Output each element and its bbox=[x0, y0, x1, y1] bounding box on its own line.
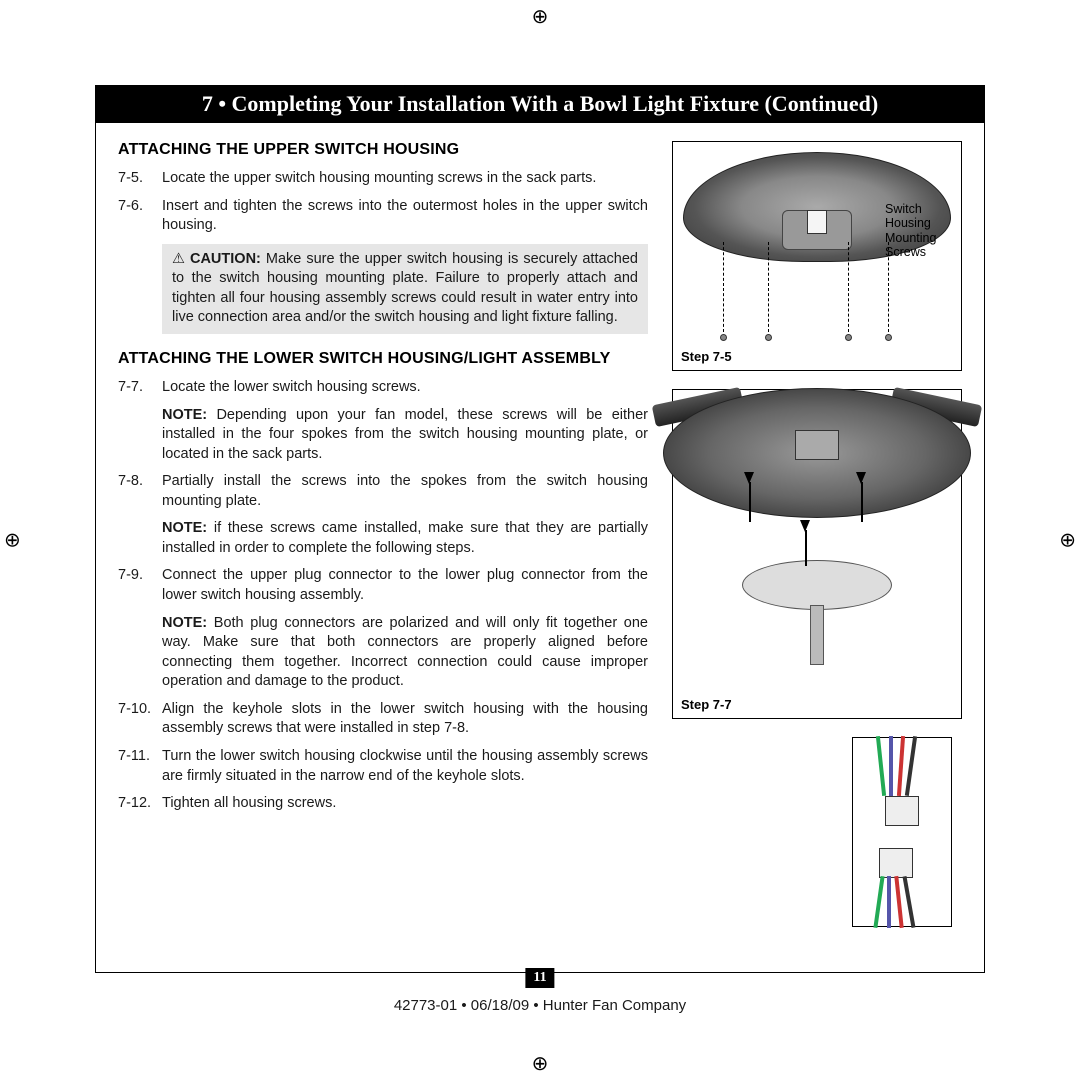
footer-text: 42773-01 • 06/18/09 • Hunter Fan Company bbox=[95, 997, 985, 1014]
note-label: NOTE: bbox=[162, 407, 207, 423]
page-title: 7 • Completing Your Installation With a … bbox=[202, 91, 878, 116]
step-text: Locate the upper switch housing mounting… bbox=[162, 169, 648, 189]
figures-column: Switch Housing Mounting Screws Step 7-5 … bbox=[672, 141, 962, 927]
plug-lower-illustration bbox=[879, 848, 913, 878]
page-title-bar: 7 • Completing Your Installation With a … bbox=[95, 85, 985, 123]
note-text: Depending upon your fan model, these scr… bbox=[162, 407, 648, 462]
step-number: 7-9. bbox=[118, 566, 162, 605]
section-heading-upper: ATTACHING THE UPPER SWITCH HOUSING bbox=[118, 141, 648, 159]
note-7-7: NOTE: Depending upon your fan model, the… bbox=[162, 406, 648, 465]
arrow-icon bbox=[744, 472, 754, 484]
wire-icon bbox=[876, 736, 886, 796]
step-text: Insert and tighten the screws into the o… bbox=[162, 197, 648, 236]
figure-label: Step 7-7 bbox=[681, 697, 732, 712]
fan-hub-illustration bbox=[795, 430, 839, 460]
note-7-8: NOTE: if these screws came installed, ma… bbox=[162, 519, 648, 558]
instructions-column: ATTACHING THE UPPER SWITCH HOUSING 7-5. … bbox=[118, 141, 648, 927]
figure-label: Step 7-5 bbox=[681, 349, 732, 364]
figure-annotation-housing-screws: Housing Screws bbox=[879, 514, 943, 543]
figure-connector-detail bbox=[852, 737, 952, 927]
step-text: Turn the lower switch housing clockwise … bbox=[162, 747, 648, 786]
note-label: NOTE: bbox=[162, 520, 207, 536]
screw-icon bbox=[885, 334, 892, 341]
step-number: 7-11. bbox=[118, 747, 162, 786]
note-7-9: NOTE: Both plug connectors are polarized… bbox=[162, 614, 648, 692]
step-number: 7-8. bbox=[118, 472, 162, 511]
step-7-5: 7-5. Locate the upper switch housing mou… bbox=[118, 169, 648, 189]
step-number: 7-7. bbox=[118, 378, 162, 398]
plug-upper-illustration bbox=[885, 796, 919, 826]
connector-illustration bbox=[807, 210, 827, 234]
step-7-8: 7-8. Partially install the screws into t… bbox=[118, 472, 648, 511]
screw-icon bbox=[720, 334, 727, 341]
step-text: Connect the upper plug connector to the … bbox=[162, 566, 648, 605]
wire-icon bbox=[905, 736, 917, 796]
note-text: if these screws came installed, make sur… bbox=[162, 520, 648, 556]
step-text: Partially install the screws into the sp… bbox=[162, 472, 648, 511]
arrow-icon bbox=[856, 472, 866, 484]
arrow-line-icon bbox=[861, 482, 863, 522]
dashed-line-icon bbox=[848, 242, 849, 332]
registration-mark-icon: ⊕ bbox=[1059, 528, 1076, 553]
step-number: 7-6. bbox=[118, 197, 162, 236]
step-number: 7-5. bbox=[118, 169, 162, 189]
note-text: Both plug connectors are polarized and w… bbox=[162, 615, 648, 690]
wire-icon bbox=[897, 736, 905, 796]
lower-plate-illustration bbox=[742, 560, 892, 610]
step-7-12: 7-12. Tighten all housing screws. bbox=[118, 794, 648, 814]
stem-illustration bbox=[810, 605, 824, 665]
wire-icon bbox=[887, 876, 891, 928]
step-7-9: 7-9. Connect the upper plug connector to… bbox=[118, 566, 648, 605]
registration-mark-icon: ⊕ bbox=[4, 528, 21, 553]
screw-icon bbox=[845, 334, 852, 341]
arrow-line-icon bbox=[805, 530, 807, 566]
content-frame: ATTACHING THE UPPER SWITCH HOUSING 7-5. … bbox=[95, 123, 985, 973]
step-text: Locate the lower switch housing screws. bbox=[162, 378, 648, 398]
figure-step-7-7: Spokes Housing Screws Step 7-7 bbox=[672, 389, 962, 719]
note-label: NOTE: bbox=[162, 615, 207, 631]
arrow-line-icon bbox=[749, 482, 751, 522]
caution-box: CAUTION: Make sure the upper switch hous… bbox=[162, 244, 648, 334]
step-text: Align the keyhole slots in the lower swi… bbox=[162, 700, 648, 739]
step-7-10: 7-10. Align the keyhole slots in the low… bbox=[118, 700, 648, 739]
dashed-line-icon bbox=[723, 242, 724, 332]
wire-icon bbox=[889, 736, 893, 796]
page-number: 11 bbox=[525, 968, 554, 988]
figure-annotation: Switch Housing Mounting Screws bbox=[885, 202, 955, 260]
arrow-icon bbox=[800, 520, 810, 532]
step-7-7: 7-7. Locate the lower switch housing scr… bbox=[118, 378, 648, 398]
caution-label: CAUTION: bbox=[172, 251, 261, 267]
figure-annotation-spokes: Spokes bbox=[709, 520, 751, 534]
registration-mark-icon: ⊕ bbox=[532, 1051, 549, 1076]
step-7-6: 7-6. Insert and tighten the screws into … bbox=[118, 197, 648, 236]
step-number: 7-10. bbox=[118, 700, 162, 739]
screw-icon bbox=[765, 334, 772, 341]
step-number: 7-12. bbox=[118, 794, 162, 814]
figure-step-7-5: Switch Housing Mounting Screws Step 7-5 bbox=[672, 141, 962, 371]
section-heading-lower: ATTACHING THE LOWER SWITCH HOUSING/LIGHT… bbox=[118, 350, 648, 368]
dashed-line-icon bbox=[768, 242, 769, 332]
step-text: Tighten all housing screws. bbox=[162, 794, 648, 814]
step-7-11: 7-11. Turn the lower switch housing cloc… bbox=[118, 747, 648, 786]
registration-mark-icon: ⊕ bbox=[532, 4, 549, 29]
